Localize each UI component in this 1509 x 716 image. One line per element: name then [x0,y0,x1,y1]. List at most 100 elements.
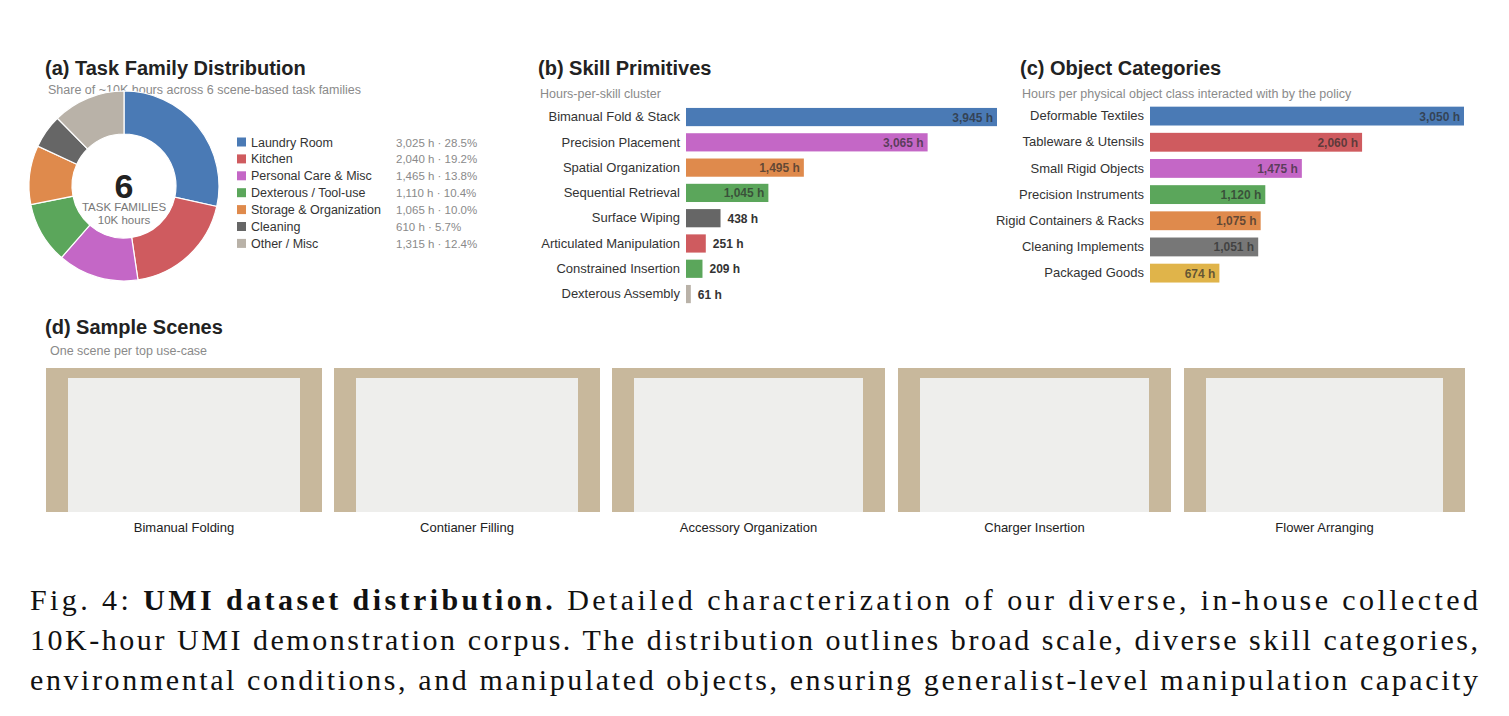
legend: Laundry RoomKitchenPersonal Care & MiscD… [237,136,477,251]
scene-caption: Bimanual Folding [134,520,234,535]
scene-caption: Contianer Filling [420,520,514,535]
legend-value: 1,065 h · 10.0% [396,204,477,216]
data-label: 3,945 h [952,111,993,125]
bar [686,285,691,303]
legend-swatch [237,188,246,197]
tick: Deformable Textiles [1030,108,1146,123]
scene-caption: Flower Arranging [1275,520,1373,535]
bar [686,159,804,177]
tick-label: Dexterous Assembly [562,286,681,301]
legend-value: 1,465 h · 13.8% [396,170,477,182]
tick-label: Bimanual Fold & Stack [548,109,680,124]
panel-subtitle: Hours-per-skill cluster [540,87,661,101]
caption-line: 10K-hour UMI demonstration corpus. The d… [30,623,1478,656]
tick-label: Precision Placement [562,134,681,149]
legend-label: Other / Misc [251,237,318,251]
data-label: 1,045 h [724,186,765,200]
bar [686,234,706,252]
tick-label: Surface Wiping [592,210,680,225]
caption-title: UMI dataset distribution. [143,583,553,616]
bar [1150,107,1464,126]
legend-value: 2,040 h · 19.2% [396,153,477,165]
legend-value: 1,110 h · 10.4% [396,187,476,199]
data-label: 61 h [698,288,722,302]
scene: Flower Arranging [1184,368,1465,535]
scene-image [334,368,600,512]
scene: Contianer Filling [334,368,600,535]
data-label: 1,075 h [1216,214,1257,228]
data-label: 3,065 h [883,136,924,150]
bar [686,209,721,227]
bar [1150,238,1258,257]
data-label: 1,051 h [1213,240,1254,254]
bar [1150,185,1265,204]
data-label: 1,495 h [759,161,800,175]
scene-caption: Charger Insertion [984,520,1084,535]
legend-swatch [237,222,246,231]
scene-table [68,378,300,512]
tick-label: Articulated Manipulation [541,236,680,251]
legend-value: 610 h · 5.7% [396,221,461,233]
center-text: TASK FAMILIES [82,201,166,213]
tick: Surface Wiping [592,210,682,225]
tick-label: Spatial Organization [563,160,680,175]
y-axis: Bimanual Fold & Stack Precision Placement… [541,105,682,307]
tick: Dexterous Assembly [562,286,683,301]
tick-label: Rigid Containers & Racks [996,213,1145,228]
tick: Constrained Insertion [556,261,682,276]
center-number: 6 [115,167,134,205]
scene-image [1184,368,1465,512]
tick-label: Deformable Textiles [1030,108,1144,123]
tick: Spatial Organization [563,160,682,175]
legend-value: 3,025 h · 28.5% [396,137,477,149]
bar [1150,133,1362,152]
axis-line [1146,104,1147,287]
caption-text: Detailed characterization of our diverse… [567,583,1478,616]
tick: Precision Instruments [1019,187,1146,202]
tick: Tableware & Utensils [1023,134,1146,149]
panel-subtitle: Share of ~10K hours across 6 scene-based… [48,83,361,97]
data-label: 209 h [709,262,740,276]
scene-table [356,378,578,512]
data-labels: 3,945 h3,065 h1,495 h1,045 h438 h251 h20… [698,111,993,302]
scene-caption: Accessory Organization [680,520,817,535]
bars [1150,107,1464,283]
legend-swatch [237,154,246,163]
scene-table [1206,378,1443,512]
tick: Rigid Containers & Racks [996,213,1146,228]
caption-line: environmental conditions, and manipulate… [30,663,1478,696]
legend-swatch [237,239,246,248]
tick-label: Precision Instruments [1019,187,1144,202]
tick: Bimanual Fold & Stack [548,109,682,124]
center-text: 10K hours [98,214,151,226]
scene: Bimanual Folding [46,368,322,535]
bar [686,260,702,278]
slice [57,91,124,149]
axis-line [682,105,683,307]
panel-title: (d) Sample Scenes [45,316,223,338]
bar [1150,264,1219,283]
panel-title: (c) Object Categories [1020,57,1221,79]
data-label: 1,120 h [1221,188,1262,202]
caption-text: environmental conditions, and manipulate… [30,663,1478,696]
tick-label: Cleaning Implements [1022,239,1145,254]
caption-line: Fig. 4: UMI dataset distribution. Detail… [30,583,1478,616]
scene: Charger Insertion [898,368,1171,535]
legend-label: Personal Care & Misc [251,169,372,183]
bar [1150,211,1261,230]
bar [686,133,928,151]
legend-label: Dexterous / Tool-use [251,186,365,200]
legend-label: Cleaning [251,220,300,234]
panel-subtitle: Hours per physical object class interact… [1022,87,1352,101]
tick: Sequential Retrieval [564,185,682,200]
tick-label: Sequential Retrieval [564,185,680,200]
slice [124,91,219,206]
legend-swatch [237,138,246,147]
legend-label: Storage & Organization [251,203,381,217]
panel-title: (b) Skill Primitives [538,57,711,79]
tick: Precision Placement [562,134,683,149]
legend-label: Kitchen [251,152,293,166]
data-label: 3,050 h [1419,110,1460,124]
tick: Articulated Manipulation [541,236,682,251]
tick-label: Tableware & Utensils [1023,134,1145,149]
